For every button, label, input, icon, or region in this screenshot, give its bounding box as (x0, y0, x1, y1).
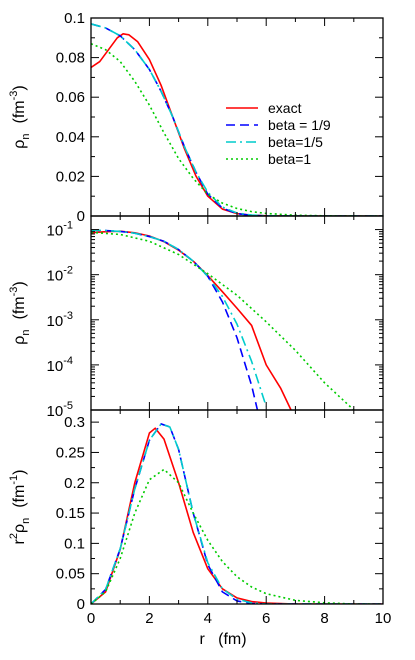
y-tick-label: 0.05 (56, 566, 85, 583)
x-tick-label: 4 (204, 610, 212, 627)
x-tick-label: 6 (262, 610, 270, 627)
plot-frame (90, 409, 384, 605)
series-line-1-2 (91, 23, 383, 216)
panel-3: 00.050.10.150.20.250.30 2 4 6 8 10r (fm)r2ρn(… (8, 409, 392, 648)
y-tick-label: 0.02 (56, 168, 85, 185)
y-tick-exponent: -5 (63, 400, 73, 412)
y-tick-label: 10-1 (47, 220, 73, 240)
series-line-2-3 (91, 229, 267, 407)
y-tick-base: 10 (47, 268, 64, 285)
series-line-2-2 (91, 229, 259, 410)
y-tick-label: 10-5 (47, 400, 73, 420)
y-label-sub: n (20, 133, 32, 139)
y-label-sub: n (20, 518, 32, 524)
y-tick-label: 0.15 (56, 505, 85, 522)
series-line-1-1 (91, 33, 383, 216)
y-label-prefix: r (11, 538, 28, 544)
plot-frame (90, 17, 384, 217)
series-line-2-1 (91, 230, 292, 410)
y-tick-label: 10-2 (47, 265, 73, 285)
legend-label: beta=1 (268, 151, 311, 167)
y-tick-label: 0.08 (56, 50, 85, 67)
series-line-1-4 (91, 42, 383, 216)
y-tick-label: 0.2 (64, 475, 85, 492)
y-label-symbol: ρ (11, 524, 28, 533)
y-tick-exponent: -4 (63, 355, 73, 367)
x-tick-label: 8 (320, 610, 328, 627)
y-tick-base: 10 (47, 313, 64, 330)
y-label-unit: (fm (11, 296, 28, 319)
plot-frame (90, 215, 384, 411)
y-tick-base: 10 (47, 358, 64, 375)
legend-label: exact (268, 100, 302, 116)
y-label-unit: (fm (11, 485, 28, 508)
y-tick-base: 10 (47, 223, 64, 240)
x-axis-label: r (fm) (199, 631, 246, 648)
series-line-3-2 (91, 423, 383, 604)
x-tick-label: 2 (145, 610, 153, 627)
y-tick-label: 10-3 (47, 310, 73, 330)
x-tick-label: 10 (375, 610, 392, 627)
y-tick-label: 0 (77, 208, 85, 225)
y-tick-exponent: -3 (63, 310, 73, 322)
y-label-unit-close: ) (11, 281, 28, 286)
y-label-unit-sup: -1 (8, 475, 20, 485)
panel-2: 10-110-210-310-410-5ρn(fm-3) (8, 215, 384, 420)
x-tick-label: 0 (87, 610, 95, 627)
y-label-symbol: ρ (11, 336, 28, 345)
series-line-1-3 (91, 23, 383, 216)
y-label-unit-sup: -3 (8, 287, 20, 297)
series-line-2-4 (91, 231, 355, 410)
y-tick-label: 10-4 (47, 355, 73, 375)
y-tick-label: 0.25 (56, 444, 85, 461)
y-tick-base: 10 (47, 403, 64, 420)
y-label-symbol: ρ (11, 140, 28, 149)
y-tick-label: 0.04 (56, 129, 85, 146)
y-tick-label: 0.1 (64, 535, 85, 552)
legend-label: beta=1/5 (268, 134, 323, 150)
legend-label: beta = 1/9 (268, 117, 331, 133)
y-axis-label: r2ρn (fm-1) (8, 470, 32, 545)
y-label-sub: n (20, 329, 32, 335)
series-line-3-3 (91, 423, 383, 604)
y-tick-label: 0.3 (64, 414, 85, 431)
y-axis-label: ρn (fm-3) (8, 85, 32, 148)
y-label-prefix-sup: 2 (8, 533, 20, 539)
y-tick-exponent: -2 (63, 265, 73, 277)
y-label-unit-close: ) (11, 470, 28, 475)
y-tick-exponent: -1 (63, 220, 73, 232)
y-tick-label: 0 (77, 596, 85, 613)
y-tick-label: 0.1 (64, 10, 85, 27)
y-axis-label: ρn (fm-3) (8, 281, 32, 344)
y-label-unit-close: ) (11, 85, 28, 90)
series-line-3-4 (91, 468, 383, 604)
y-tick-label: 0.06 (56, 89, 85, 106)
series-line-3-1 (91, 427, 383, 604)
y-label-unit: (fm (11, 100, 28, 123)
y-label-unit-sup: -3 (8, 91, 20, 101)
